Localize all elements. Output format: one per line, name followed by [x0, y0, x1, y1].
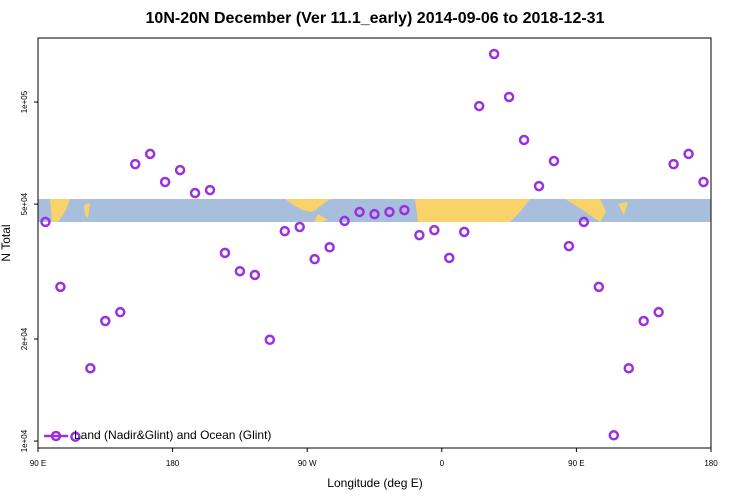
point	[189, 187, 201, 199]
point	[638, 315, 649, 327]
point	[144, 148, 156, 160]
point	[503, 91, 515, 103]
point	[399, 204, 410, 216]
x-tick-label: 180	[704, 459, 718, 468]
x-axis-label: Longitude (deg E)	[327, 476, 422, 490]
x-tick-label: 90 E	[568, 459, 584, 468]
point	[429, 224, 440, 236]
point	[593, 281, 605, 293]
x-tick-label: 0	[440, 459, 445, 468]
point	[40, 216, 51, 228]
point	[115, 306, 126, 318]
point	[309, 253, 320, 265]
point	[354, 206, 365, 218]
point	[608, 430, 620, 441]
point	[249, 269, 261, 281]
point	[55, 281, 66, 293]
y-tick-label: 2e+04	[20, 327, 29, 350]
point	[204, 184, 216, 196]
point	[85, 362, 96, 374]
point	[174, 164, 186, 176]
y-tick-label: 1e+04	[20, 429, 29, 452]
point	[339, 215, 350, 227]
point	[488, 48, 500, 60]
y-tick-label: 1e+05	[20, 90, 29, 113]
point	[159, 176, 171, 188]
point	[623, 362, 634, 374]
point	[369, 208, 380, 220]
point	[698, 176, 709, 188]
point	[683, 148, 694, 160]
point	[668, 158, 679, 170]
point	[70, 431, 81, 442]
point	[578, 216, 590, 228]
x-tick-label: 90 W	[298, 459, 317, 468]
point	[444, 252, 455, 264]
plot-frame	[37, 37, 712, 449]
y-axis-label: N Total	[0, 224, 13, 261]
point	[264, 334, 276, 346]
point	[548, 155, 560, 167]
point	[458, 226, 470, 238]
point	[533, 180, 545, 192]
point	[234, 265, 246, 277]
point	[473, 100, 485, 112]
point	[414, 229, 425, 241]
point	[279, 225, 291, 237]
chart-title: 10N-20N December (Ver 11.1_early) 2014-0…	[146, 10, 605, 27]
point	[219, 247, 231, 259]
legend-label: Land (Nadir&Glint) and Ocean (Glint)	[74, 428, 271, 442]
point	[100, 315, 111, 327]
point	[518, 134, 530, 146]
point	[384, 206, 395, 218]
x-tick-label: 180	[166, 459, 180, 468]
y-tick-label: 5e+04	[20, 192, 29, 215]
point	[324, 241, 335, 253]
point	[129, 158, 141, 170]
point	[563, 240, 575, 252]
point	[653, 306, 664, 318]
x-tick-label: 90 E	[30, 459, 46, 468]
point	[294, 221, 305, 233]
legend-marker	[50, 430, 62, 442]
